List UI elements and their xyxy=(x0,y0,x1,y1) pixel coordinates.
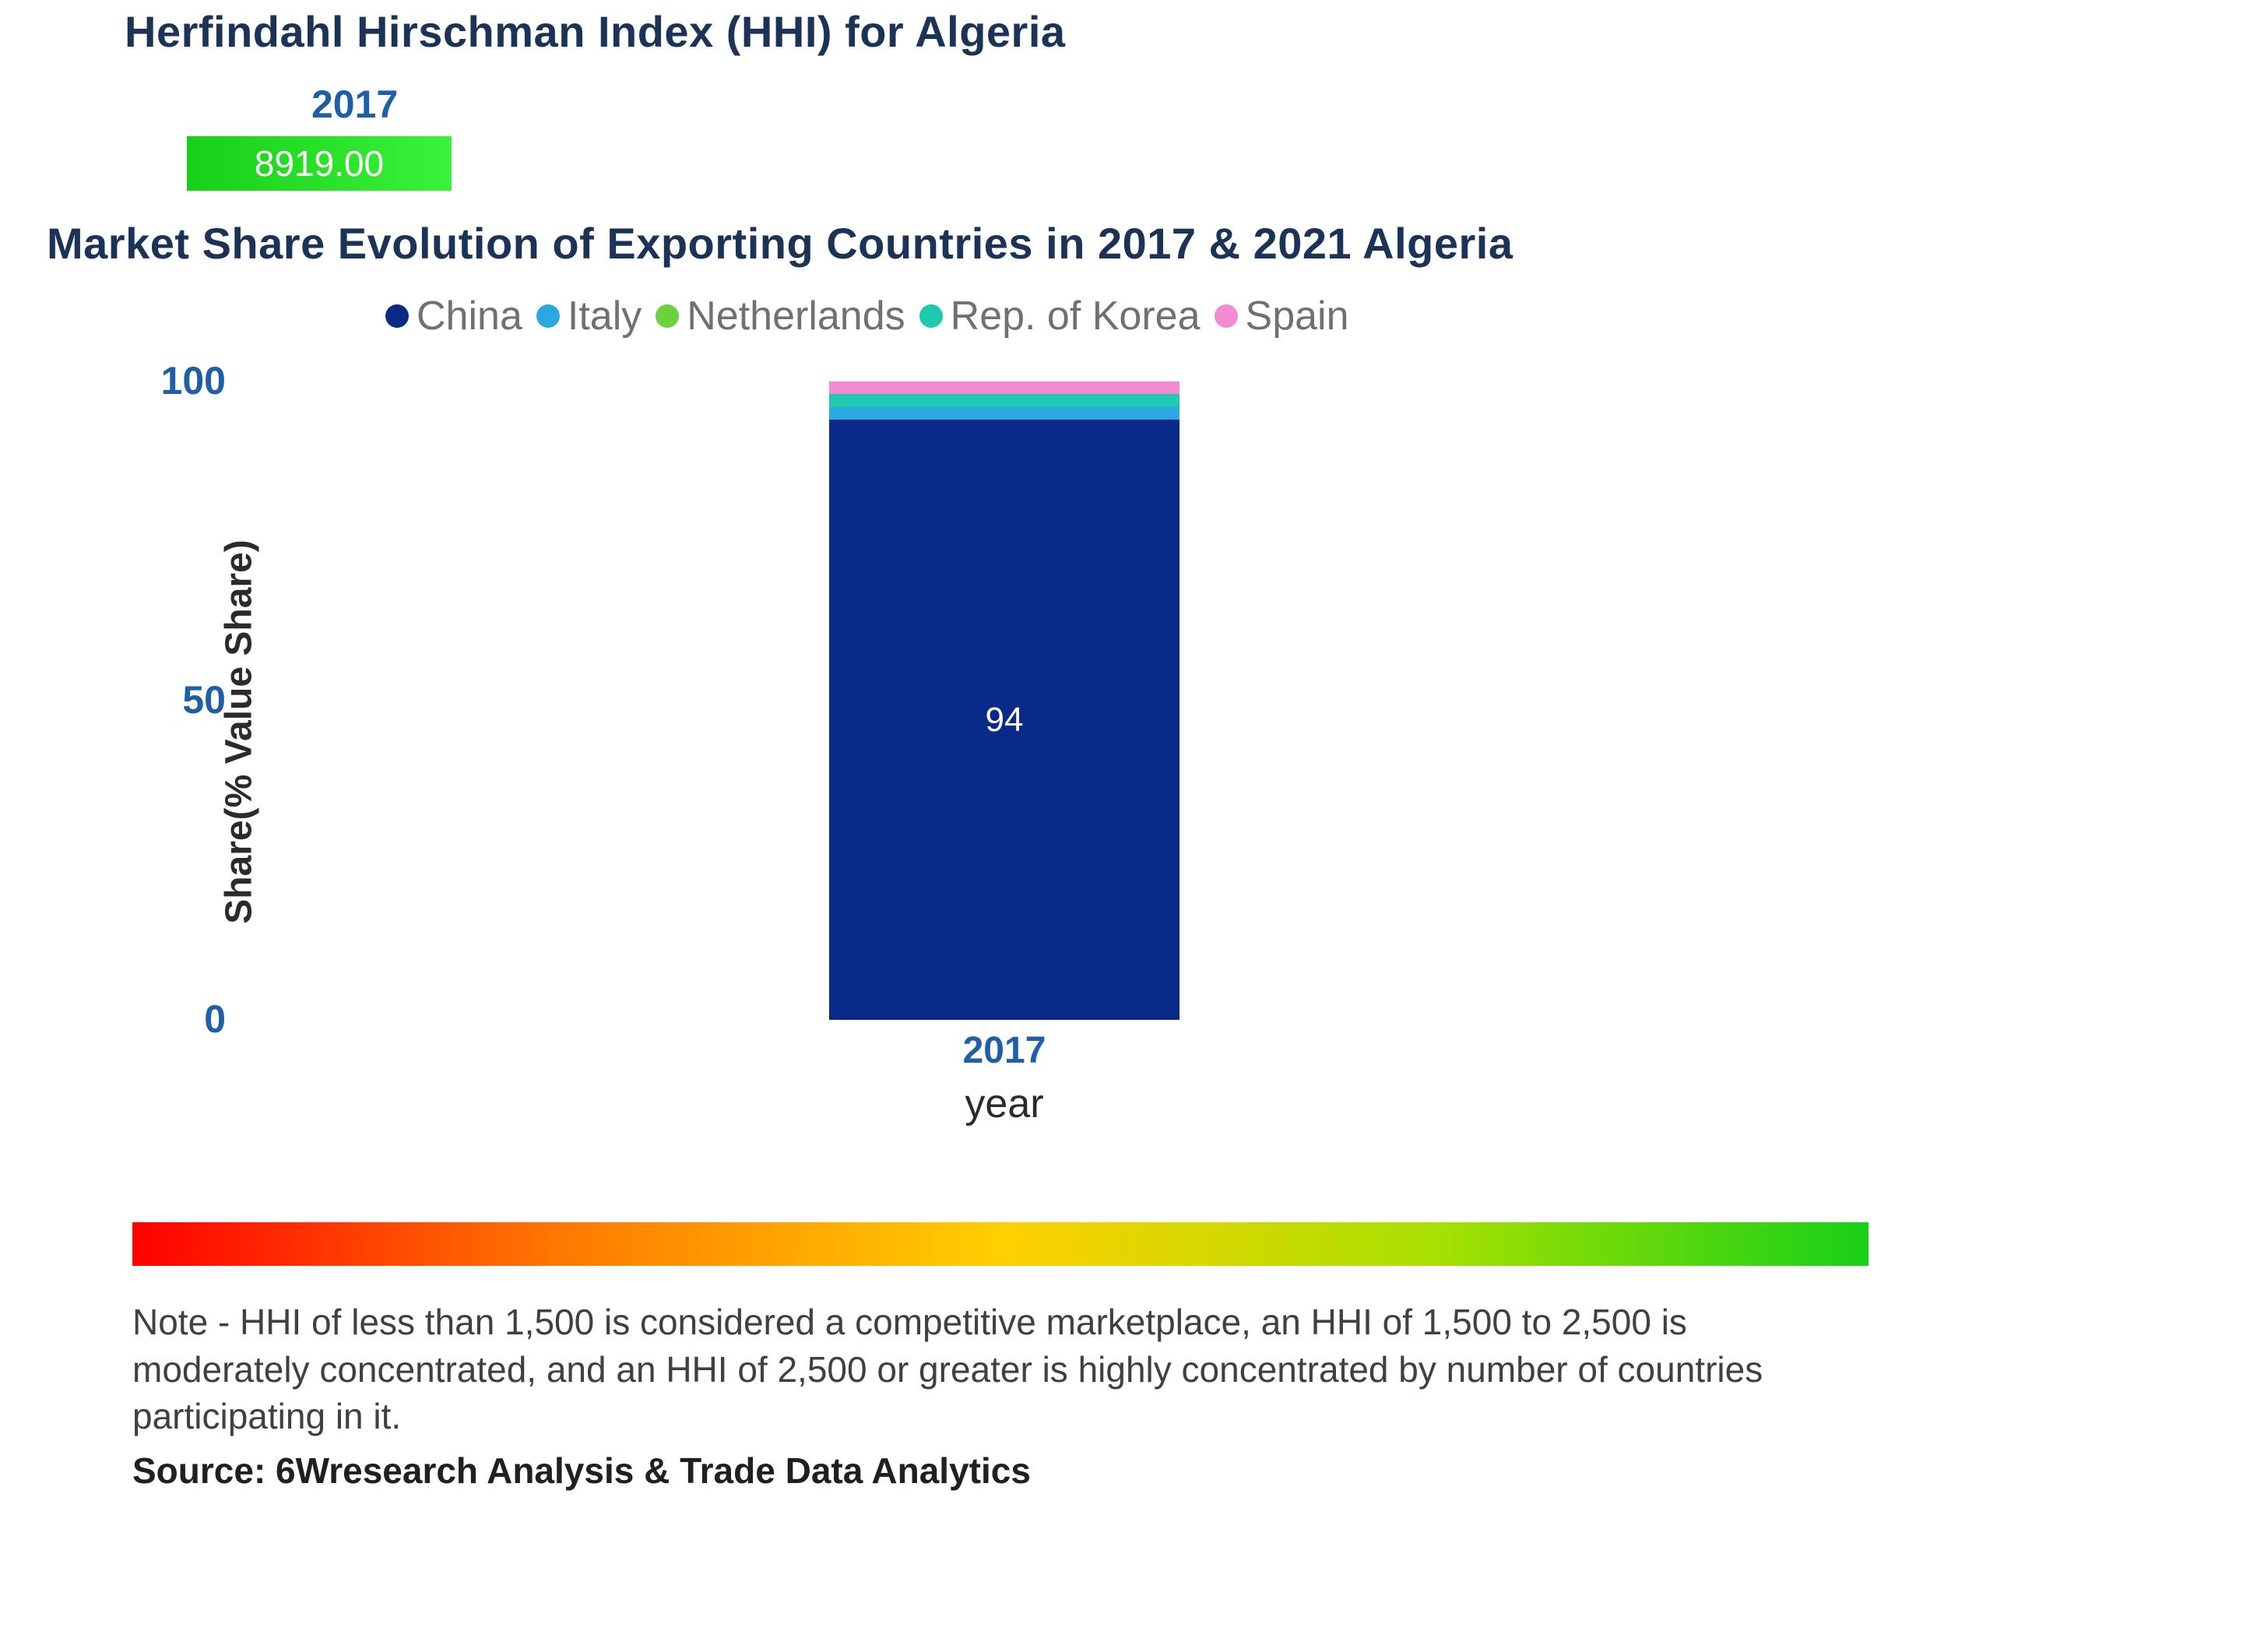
legend-label: China xyxy=(417,293,522,339)
hhi-spectrum-gradient xyxy=(132,1222,1869,1266)
hhi-bar: 8919.00 xyxy=(187,136,452,191)
legend-item: Netherlands xyxy=(656,293,905,339)
bar-segment xyxy=(829,381,1179,394)
bar-segment: 94 xyxy=(829,420,1179,1020)
x-axis-label: year xyxy=(926,1081,1082,1127)
page-root: Herfindahl Hirschman Index (HHI) for Alg… xyxy=(0,0,2264,1652)
y-tick-label: 50 xyxy=(132,677,226,722)
market-share-title: Market Share Evolution of Exporting Coun… xyxy=(47,218,1513,269)
legend-dot-icon xyxy=(536,304,560,328)
legend-label: Netherlands xyxy=(687,293,905,339)
hhi-year-label: 2017 xyxy=(311,82,398,127)
legend-dot-icon xyxy=(385,304,409,328)
legend-dot-icon xyxy=(1215,304,1238,328)
y-tick-label: 100 xyxy=(132,358,226,403)
hhi-title: Herfindahl Hirschman Index (HHI) for Alg… xyxy=(125,6,1066,57)
bar-segment xyxy=(829,394,1179,406)
legend-item: China xyxy=(385,293,522,339)
y-tick-label: 0 xyxy=(132,996,226,1042)
legend-item: Rep. of Korea xyxy=(919,293,1201,339)
legend-label: Spain xyxy=(1246,293,1349,339)
hhi-value-label: 8919.00 xyxy=(255,142,384,185)
chart-area: Share(% Value Share) 050100 94 2017 year xyxy=(47,358,1876,1105)
legend-dot-icon xyxy=(919,304,943,328)
legend-label: Rep. of Korea xyxy=(951,293,1201,339)
legend-item: Italy xyxy=(536,293,642,339)
bar-segment xyxy=(829,407,1179,420)
plot-region: 94 xyxy=(249,381,1853,1020)
chart-legend: China Italy Netherlands Rep. of Korea Spain xyxy=(385,293,1349,339)
footer-note: Note - HHI of less than 1,500 is conside… xyxy=(132,1299,1869,1440)
stacked-bar: 94 xyxy=(829,381,1179,1020)
legend-dot-icon xyxy=(656,304,679,328)
footer-source: Source: 6Wresearch Analysis & Trade Data… xyxy=(132,1450,1031,1492)
legend-label: Italy xyxy=(568,293,642,339)
legend-item: Spain xyxy=(1215,293,1349,339)
x-tick-label: 2017 xyxy=(926,1029,1082,1072)
bar-segment-label: 94 xyxy=(986,701,1024,740)
